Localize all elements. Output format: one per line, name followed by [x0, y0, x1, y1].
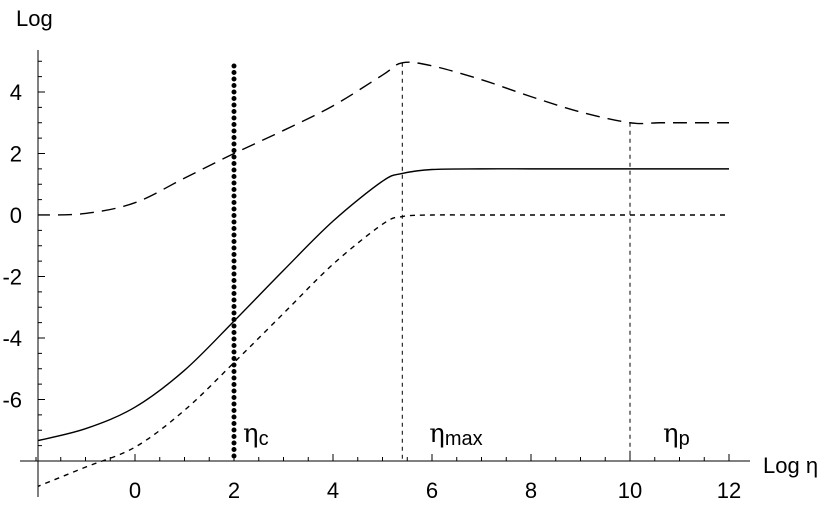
y-tick-label: 2 — [10, 142, 22, 167]
ticks — [35, 60, 730, 462]
x-tick-label: 2 — [228, 478, 240, 503]
x-tick-label: 4 — [327, 478, 339, 503]
y-tick-label: -6 — [2, 388, 22, 413]
marker-lines — [231, 62, 631, 464]
x-tick-label: 0 — [129, 478, 141, 503]
y-tick-label: -2 — [2, 265, 22, 290]
x-tick-label: 6 — [426, 478, 438, 503]
x-axis-title: Log η — [763, 453, 818, 478]
axes — [20, 50, 750, 497]
marker-label-eta-max: ηmax — [429, 419, 482, 450]
series-line-solid — [38, 168, 729, 442]
y-tick-label: -4 — [2, 326, 22, 351]
series-lines — [38, 61, 729, 488]
x-tick-label: 12 — [717, 478, 741, 503]
labels: 0 2 4 6 8 10 12 -6 -4 -2 0 2 4 Log Log η ηc ηmax ηp — [2, 6, 818, 503]
marker-label-eta-p: ηp — [663, 419, 690, 450]
y-axis-title: Log — [16, 6, 53, 31]
y-tick-label: 4 — [10, 80, 22, 105]
series-line-short-dash — [38, 214, 729, 488]
series-line-long-dash — [38, 61, 729, 216]
y-tick-label: 0 — [10, 203, 22, 228]
x-tick-label: 10 — [618, 478, 642, 503]
x-tick-label: 8 — [525, 478, 537, 503]
marker-label-eta-c: ηc — [243, 419, 269, 450]
